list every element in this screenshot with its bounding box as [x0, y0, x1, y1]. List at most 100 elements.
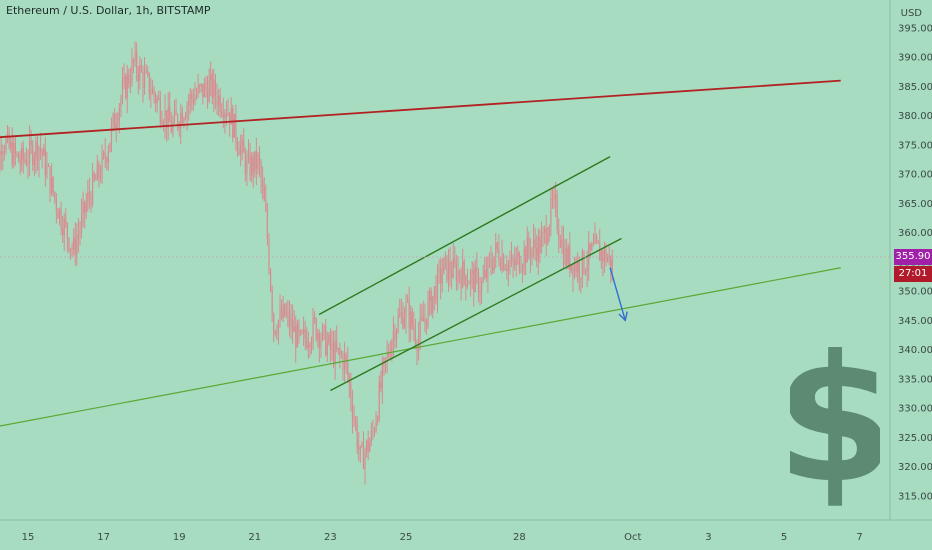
candle-body — [520, 270, 522, 272]
support-line[interactable] — [0, 267, 841, 432]
candle-body — [551, 198, 554, 200]
candle-body — [462, 261, 464, 288]
candle-body — [22, 148, 24, 160]
candle-body — [372, 430, 374, 432]
candle-body — [446, 255, 448, 281]
candle-body — [548, 226, 550, 238]
candle-body — [41, 150, 43, 156]
candle-body — [458, 270, 461, 277]
candle-body — [386, 352, 388, 359]
candle-body — [384, 358, 387, 360]
currency-label: USD — [900, 8, 922, 19]
candle-body — [307, 344, 309, 348]
candle-body — [65, 218, 67, 224]
candle-body — [134, 51, 136, 62]
candle-body — [142, 71, 144, 88]
candle-body — [336, 340, 338, 350]
candle-body — [299, 331, 302, 333]
candle-body — [106, 158, 108, 163]
down-arrow[interactable] — [609, 267, 626, 321]
candle-body — [457, 270, 459, 282]
candle-body — [332, 343, 335, 364]
candle-body — [321, 326, 324, 340]
candle-body — [506, 269, 508, 272]
candle-body — [301, 331, 303, 333]
candle-body — [421, 316, 423, 318]
candle-body — [52, 177, 54, 193]
candle-body — [98, 163, 100, 177]
candle-body — [567, 246, 569, 265]
time-axis[interactable]: 15 17 19 21 23 25 28 Oct 3 5 7 — [22, 532, 863, 543]
candle-body — [443, 257, 445, 274]
candle-body — [447, 261, 450, 281]
candle-body — [236, 141, 239, 150]
candle-body — [463, 261, 465, 276]
candle-body — [383, 358, 385, 365]
candle-body — [451, 274, 453, 278]
price-tick-label: 350.00 — [898, 287, 932, 298]
candle-body — [474, 267, 476, 292]
candle-body — [166, 110, 168, 128]
candle-body — [131, 59, 133, 83]
price-tick-label: 340.00 — [898, 345, 932, 356]
resistance-line[interactable] — [0, 79, 841, 139]
drawings-layer — [0, 79, 841, 432]
candle-body — [411, 311, 413, 327]
candle-body — [136, 51, 138, 73]
candle-body — [170, 121, 172, 133]
candle-body — [109, 143, 111, 152]
candle-body — [391, 342, 393, 357]
candle-body — [254, 151, 256, 173]
candle-body — [452, 258, 454, 278]
candle-body — [460, 276, 462, 288]
candle-body — [49, 166, 51, 194]
candle-body — [509, 262, 511, 264]
candle-body — [148, 73, 150, 95]
candle-body — [222, 113, 224, 119]
candle-body — [592, 244, 595, 246]
candle-body — [603, 249, 606, 261]
price-axis[interactable]: 315.00 320.00 325.00 330.00 335.00 340.00 345.… — [898, 24, 932, 503]
candle-body — [225, 112, 228, 116]
candle-body — [370, 430, 372, 443]
candle-body — [550, 198, 552, 227]
candle-body — [268, 239, 270, 271]
candle-body — [243, 139, 245, 153]
candle-body — [208, 80, 210, 102]
candle-body — [351, 402, 354, 419]
price-tick-label: 385.00 — [898, 82, 932, 93]
candle-body — [399, 314, 401, 317]
candle-body — [408, 301, 410, 329]
candle-body — [288, 311, 291, 328]
candle-body — [547, 237, 549, 244]
candle-body — [298, 324, 300, 333]
candle-body — [504, 269, 506, 271]
candle-body — [120, 98, 122, 107]
candle-body — [118, 106, 120, 122]
time-tick-label: 25 — [400, 532, 413, 543]
candle-body — [139, 65, 141, 81]
candle-body — [263, 186, 265, 201]
candle-body — [310, 341, 313, 347]
candle-body — [206, 88, 209, 102]
candle-body — [394, 331, 396, 341]
candle-body — [510, 257, 513, 263]
candle-body — [436, 269, 439, 302]
candle-body — [323, 326, 325, 328]
candle-body — [121, 82, 124, 99]
channel-upper-line[interactable] — [318, 156, 611, 316]
candle-body — [38, 146, 40, 162]
candle-body — [117, 121, 119, 125]
candle-body — [296, 324, 298, 348]
candle-body — [366, 440, 368, 453]
candle-body — [51, 177, 53, 194]
candle-body — [156, 98, 158, 104]
channel-lower-line[interactable] — [330, 237, 622, 392]
candle-body — [588, 243, 590, 266]
candle-body — [331, 343, 333, 350]
candle-body — [181, 112, 183, 123]
candle-body — [435, 286, 437, 302]
candle-body — [151, 88, 154, 94]
candle-body — [534, 239, 536, 248]
